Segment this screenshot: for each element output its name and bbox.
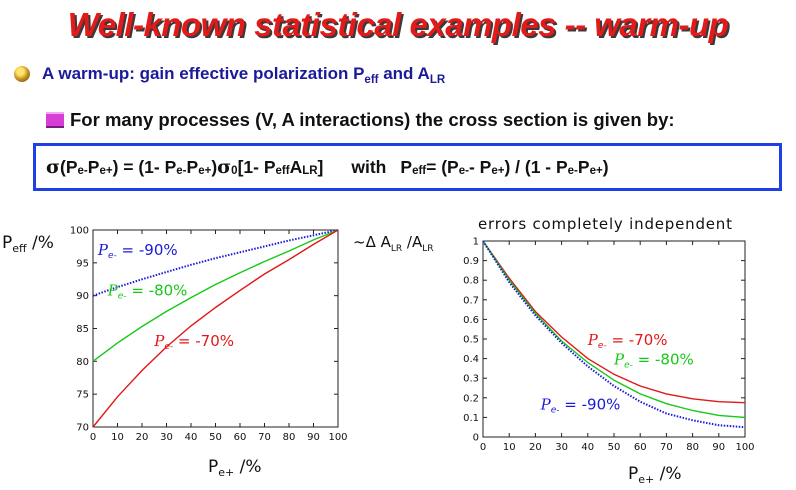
y-tick-label: 90	[76, 291, 89, 302]
x-axis-label: Pe+ /%	[208, 457, 262, 479]
series-label-2: Pe- = -80%	[107, 282, 188, 302]
y-tick-label: 95	[76, 258, 89, 269]
x-tick-label: 60	[634, 442, 647, 453]
y-tick-label: 0	[473, 433, 479, 444]
x-tick-label: 30	[160, 432, 173, 443]
y-axis-label: ~Δ ALR /ALR	[353, 233, 434, 254]
x-tick-label: 70	[660, 442, 673, 453]
x-axis-label: Pe+ /%	[628, 464, 682, 486]
y-axis-label: Peff /%	[2, 233, 54, 255]
x-tick-label: 50	[608, 442, 621, 453]
series-label-2: Pe- = -80%	[613, 350, 694, 370]
y-tick-label: 75	[76, 390, 89, 401]
series-line-3	[92, 229, 339, 428]
chart-title: errors completely independent	[478, 215, 733, 233]
slide-title: Well-known statistical examples -- warm-…	[67, 6, 729, 43]
series-line-3	[482, 240, 746, 429]
y-tick-label: 85	[76, 324, 89, 335]
y-tick-label: 0.1	[463, 413, 479, 424]
x-tick-label: 50	[209, 432, 222, 443]
x-tick-label: 40	[185, 432, 198, 443]
y-tick-label: 80	[76, 357, 89, 368]
series-label-1: Pe- = -90%	[97, 241, 178, 261]
y-tick-label: 0.9	[463, 256, 479, 267]
x-tick-label: 10	[111, 432, 124, 443]
plot-frame	[92, 229, 339, 428]
y-tick-label: 0.8	[463, 276, 479, 287]
series-line-2	[92, 229, 339, 362]
y-tick-label: 100	[70, 226, 89, 237]
x-tick-label: 40	[581, 442, 594, 453]
series-line-1	[482, 240, 746, 404]
x-tick-label: 90	[712, 442, 725, 453]
x-tick-label: 80	[686, 442, 699, 453]
bullet-warm-up-text: A warm-up: gain effective polarization P…	[42, 64, 446, 86]
y-tick-label: 0.3	[463, 374, 479, 385]
bullet-warm-up: A warm-up: gain effective polarization P…	[14, 64, 446, 86]
x-tick-label: 80	[283, 432, 296, 443]
x-tick-label: 70	[258, 432, 271, 443]
series-line-1	[92, 229, 339, 297]
series-line-2	[482, 240, 746, 419]
peff-chart: 0 10 20 30 40 50 60 70 80 90 100 70 75 80 85 90 95 100 Pe-…	[2, 226, 348, 480]
x-tick-label: 100	[328, 432, 347, 443]
series-label-1: Pe- = -70%	[587, 331, 668, 351]
bullet-cross-section-text: For many processes (V, A interactions) t…	[70, 109, 675, 130]
y-tick-label: 1	[473, 237, 479, 248]
x-tick-label: 30	[555, 442, 568, 453]
y-tick-label: 0.4	[463, 354, 479, 365]
series-label-3: Pe- = -70%	[153, 332, 234, 352]
x-tick-label: 10	[503, 442, 516, 453]
y-tick-label: 70	[76, 423, 89, 434]
bullet-cross-section: For many processes (V, A interactions) t…	[46, 109, 675, 131]
y-tick-label: 0.6	[463, 315, 479, 326]
x-tick-label: 20	[529, 442, 542, 453]
x-tick-label: 0	[90, 432, 96, 443]
y-tick-label: 0.7	[463, 295, 479, 306]
x-tick-label: 60	[234, 432, 247, 443]
x-tick-label: 20	[136, 432, 149, 443]
x-tick-label: 0	[480, 442, 486, 453]
series-label-3: Pe- = -90%	[540, 396, 621, 416]
x-tick-label: 100	[735, 442, 754, 453]
magenta-bar-bullet-icon	[46, 112, 64, 128]
x-tick-label: 90	[307, 432, 320, 443]
gold-ball-bullet-icon	[14, 66, 30, 82]
y-tick-label: 0.2	[463, 393, 479, 404]
y-tick-label: 0.5	[463, 335, 479, 346]
